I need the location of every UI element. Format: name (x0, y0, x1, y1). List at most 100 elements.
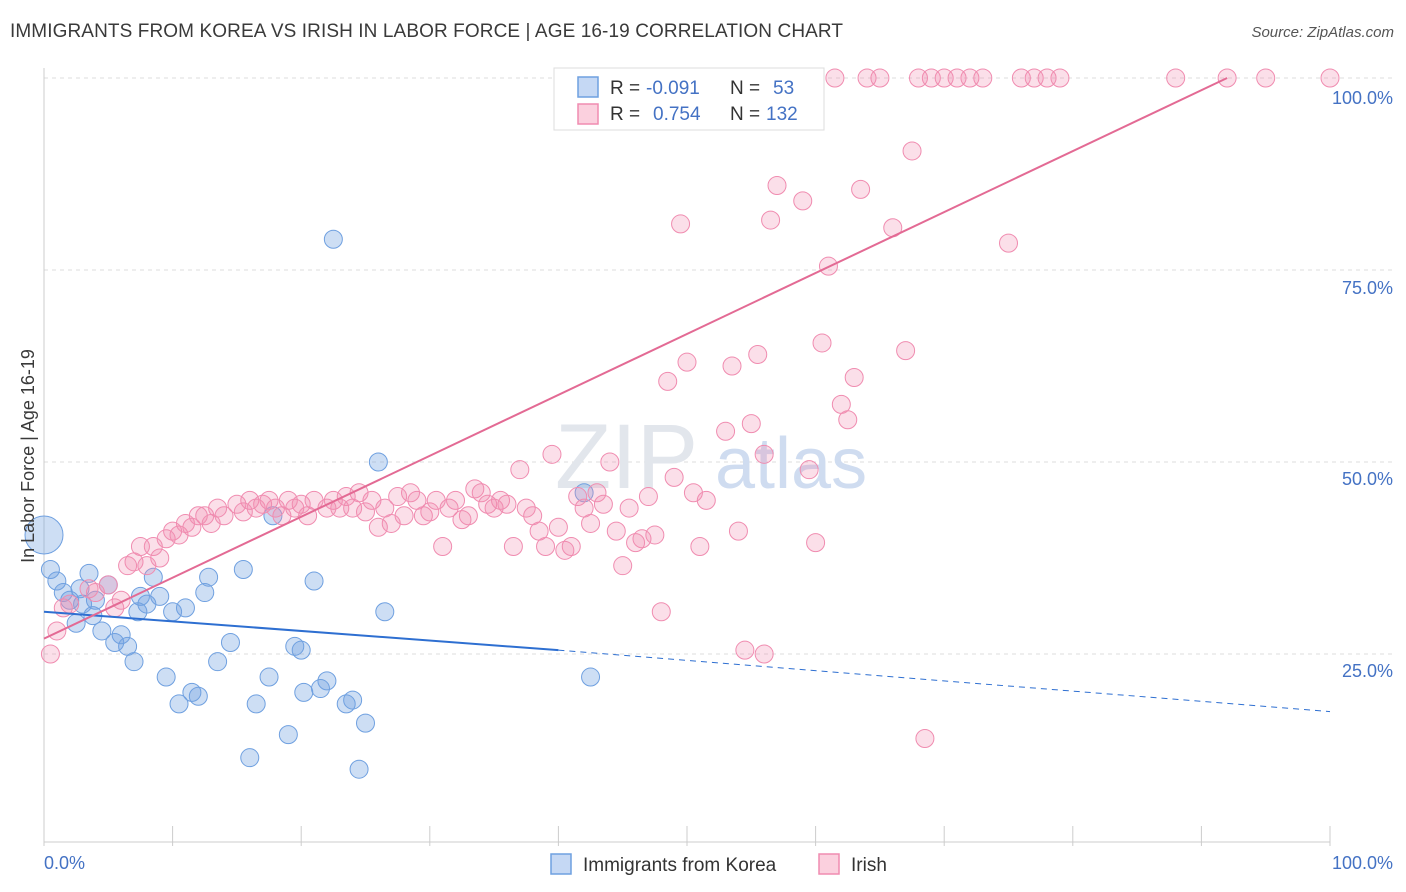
irish-point (838, 410, 858, 430)
y-axis-label: In Labor Force | Age 16-19 (18, 349, 38, 563)
irish-point (799, 460, 819, 480)
korea-point (310, 679, 330, 699)
korea-point (220, 632, 240, 652)
irish-point (208, 498, 228, 518)
korea-point (368, 452, 388, 472)
bottom-legend-label-korea: Immigrants from Korea (583, 855, 777, 876)
stats-legend: R = -0.091 N = 53 R = 0.754 N = 132 (553, 67, 825, 131)
irish-point (606, 521, 626, 541)
korea-point (375, 602, 395, 622)
korea-trendline (43, 610, 559, 652)
irish-point (439, 498, 459, 518)
bottom-legend-label-irish: Irish (851, 855, 887, 876)
legend-swatch-irish (577, 103, 599, 125)
irish-point (323, 490, 343, 510)
irish-point (503, 536, 523, 556)
legend-n-value-irish: 132 (766, 104, 798, 125)
korea-trendline-extension (558, 649, 1331, 713)
irish-point (870, 68, 890, 88)
irish-point (999, 233, 1018, 253)
irish-point (98, 575, 118, 595)
legend-r-label: R = (610, 104, 640, 125)
korea-point (92, 621, 112, 641)
irish-point (767, 176, 787, 196)
irish-point (735, 640, 755, 660)
irish-point (47, 621, 67, 641)
korea-point (323, 229, 343, 249)
irish-point (548, 517, 568, 537)
irish-point (182, 517, 202, 537)
trendlines (43, 77, 1331, 713)
irish-point (291, 494, 311, 514)
korea-point (24, 515, 64, 555)
irish-point (851, 179, 871, 199)
irish-point (902, 141, 922, 161)
korea-point (156, 667, 176, 687)
korea-point (581, 667, 601, 687)
gridlines (44, 77, 1392, 655)
irish-point (638, 487, 658, 507)
korea-point (85, 590, 105, 610)
irish-point (497, 494, 517, 514)
korea-point (278, 725, 298, 745)
irish-point (812, 333, 832, 353)
irish-point (542, 444, 562, 464)
watermark-atlas: atlas (715, 424, 867, 504)
legend-n-label: N = (730, 104, 760, 125)
irish-point (446, 490, 466, 510)
irish-series (40, 68, 1340, 748)
x-tick-label-min: 0.0% (44, 853, 85, 873)
y-tick-label: 25.0% (1342, 661, 1393, 681)
chart-title: IMMIGRANTS FROM KOREA VS IRISH IN LABOR … (10, 21, 844, 42)
irish-point (761, 210, 781, 230)
irish-point (394, 506, 414, 526)
korea-point (175, 598, 195, 618)
irish-point (696, 490, 716, 510)
korea-point (356, 713, 375, 733)
irish-point (227, 494, 247, 514)
irish-point (40, 644, 60, 664)
series-legend: Immigrants from Korea Irish (550, 853, 887, 876)
y-tick-label: 100.0% (1332, 88, 1393, 108)
irish-point (510, 460, 530, 480)
korea-point (169, 694, 189, 714)
bottom-legend-swatch-irish (818, 853, 840, 875)
korea-point (343, 690, 363, 710)
irish-point (156, 529, 176, 549)
korea-point (208, 652, 228, 672)
irish-point (915, 728, 935, 748)
y-tick-label: 75.0% (1342, 278, 1393, 298)
korea-point (188, 686, 208, 706)
irish-point (536, 536, 556, 556)
irish-point (458, 506, 478, 526)
irish-point (619, 498, 639, 518)
korea-point (246, 694, 266, 714)
korea-point (40, 560, 60, 580)
korea-point (150, 586, 170, 606)
irish-point (471, 483, 491, 503)
irish-point (690, 536, 710, 556)
irish-point (368, 517, 388, 537)
irish-point (356, 502, 375, 522)
irish-point (240, 490, 260, 510)
irish-point (748, 344, 768, 364)
legend-r-value-irish: 0.754 (653, 104, 701, 125)
legend-n-value-korea: 53 (773, 78, 794, 99)
irish-point (581, 513, 601, 533)
korea-point (195, 583, 215, 603)
irish-point (664, 467, 684, 487)
korea-point (199, 567, 219, 587)
korea-point (294, 682, 314, 702)
irish-point (278, 490, 298, 510)
source-credit: Source: ZipAtlas.com (1251, 24, 1394, 41)
irish-point (613, 556, 633, 576)
irish-point (716, 421, 736, 441)
irish-point (587, 483, 607, 503)
x-axis-ticks (43, 826, 1331, 846)
legend-n-label: N = (730, 78, 760, 99)
irish-point (600, 452, 620, 472)
irish-point (433, 536, 453, 556)
legend-r-label: R = (610, 78, 640, 99)
irish-point (677, 352, 697, 372)
